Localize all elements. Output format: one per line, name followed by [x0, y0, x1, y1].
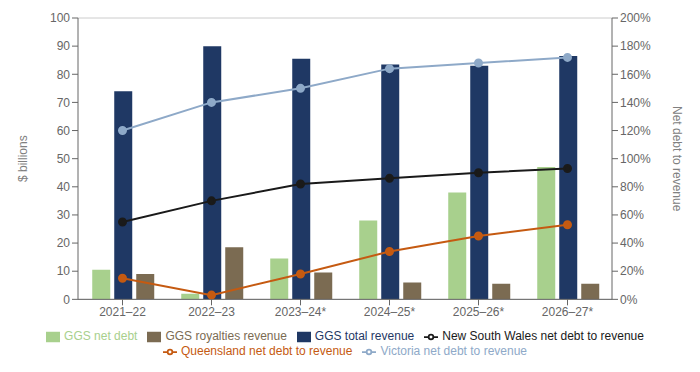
svg-text:20: 20: [57, 236, 71, 250]
svg-text:80: 80: [57, 68, 71, 82]
svg-text:40: 40: [57, 180, 71, 194]
svg-text:0: 0: [63, 293, 70, 307]
svg-text:80%: 80%: [620, 180, 644, 194]
svg-text:2024–25*: 2024–25*: [364, 305, 416, 319]
svg-text:$ billions: $ billions: [16, 135, 30, 182]
svg-text:2026–27*: 2026–27*: [542, 305, 594, 319]
svg-text:2022–23: 2022–23: [188, 305, 235, 319]
svg-text:160%: 160%: [620, 68, 651, 82]
html-text:GGS total revenue: GGS total revenue: [314, 329, 415, 344]
svg-text:60%: 60%: [620, 208, 644, 222]
svg-text:70: 70: [57, 96, 71, 110]
svg-text:2023–24*: 2023–24*: [275, 305, 327, 319]
svg-text:10: 10: [57, 264, 71, 278]
svg-text:120%: 120%: [620, 124, 651, 138]
html-text:Queensland net debt to revenue: Queensland net debt to revenue: [181, 344, 353, 359]
svg-text:20%: 20%: [620, 264, 644, 278]
svg-text:90: 90: [57, 39, 71, 53]
svg-text:50: 50: [57, 152, 71, 166]
html-text:GGS royalties revenue: GGS royalties revenue: [165, 329, 287, 344]
html-text:GGS net debt: GGS net debt: [64, 329, 138, 344]
svg-text:60: 60: [57, 124, 71, 138]
html-text:Victoria net debt to revenue: Victoria net debt to revenue: [380, 344, 527, 359]
svg-text:2021–22: 2021–22: [99, 305, 146, 319]
svg-text:200%: 200%: [620, 11, 651, 25]
svg-text:2025–26*: 2025–26*: [453, 305, 505, 319]
svg-text:40%: 40%: [620, 236, 644, 250]
svg-text:Net debt to revenue: Net debt to revenue: [670, 106, 684, 212]
svg-text:180%: 180%: [620, 39, 651, 53]
svg-text:100%: 100%: [620, 152, 651, 166]
svg-text:30: 30: [57, 208, 71, 222]
html-text:New South Wales net debt to re: New South Wales net debt to revenue: [442, 329, 644, 344]
svg-text:140%: 140%: [620, 96, 651, 110]
svg-text:0%: 0%: [620, 293, 638, 307]
svg-text:100: 100: [50, 11, 70, 25]
